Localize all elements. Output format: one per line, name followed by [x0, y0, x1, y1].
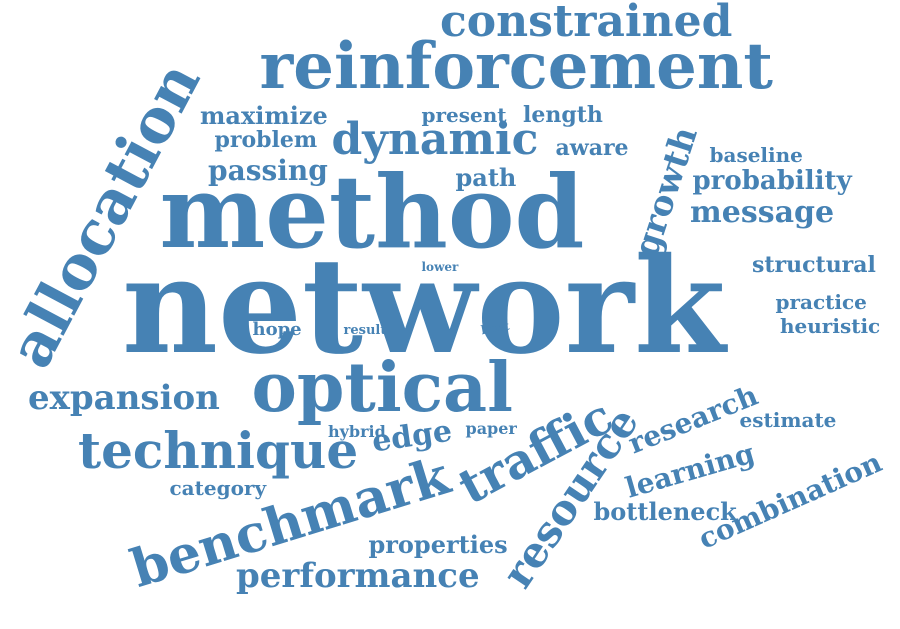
word-result: result: [344, 324, 387, 337]
word-message: message: [690, 198, 834, 228]
word-constrained: constrained: [440, 0, 732, 44]
word-passing: passing: [208, 157, 328, 185]
word-path: path: [456, 166, 517, 190]
word-bottleneck: bottleneck: [594, 500, 737, 524]
word-maximize: maximize: [200, 104, 328, 128]
word-estimate: estimate: [740, 410, 837, 430]
word-probability: probability: [693, 168, 852, 194]
word-optical: optical: [252, 354, 513, 422]
word-baseline: baseline: [710, 145, 803, 165]
word-present: present: [422, 105, 507, 125]
word-technique: technique: [78, 426, 358, 476]
word-length: length: [523, 104, 603, 126]
word-hybrid: hybrid: [328, 424, 386, 440]
word-expansion: expansion: [28, 381, 220, 415]
word-category: category: [170, 478, 267, 498]
word-lower: lower: [422, 261, 459, 273]
word-hope: hope: [253, 321, 302, 339]
word-paper: paper: [466, 421, 517, 437]
word-properties: properties: [369, 533, 508, 557]
word-aware: aware: [556, 137, 629, 159]
word-practice: practice: [776, 292, 867, 312]
word-performance: performance: [236, 559, 480, 593]
word-problem: problem: [215, 129, 318, 151]
word-structural: structural: [752, 254, 876, 276]
word-heuristic: heuristic: [780, 316, 880, 336]
